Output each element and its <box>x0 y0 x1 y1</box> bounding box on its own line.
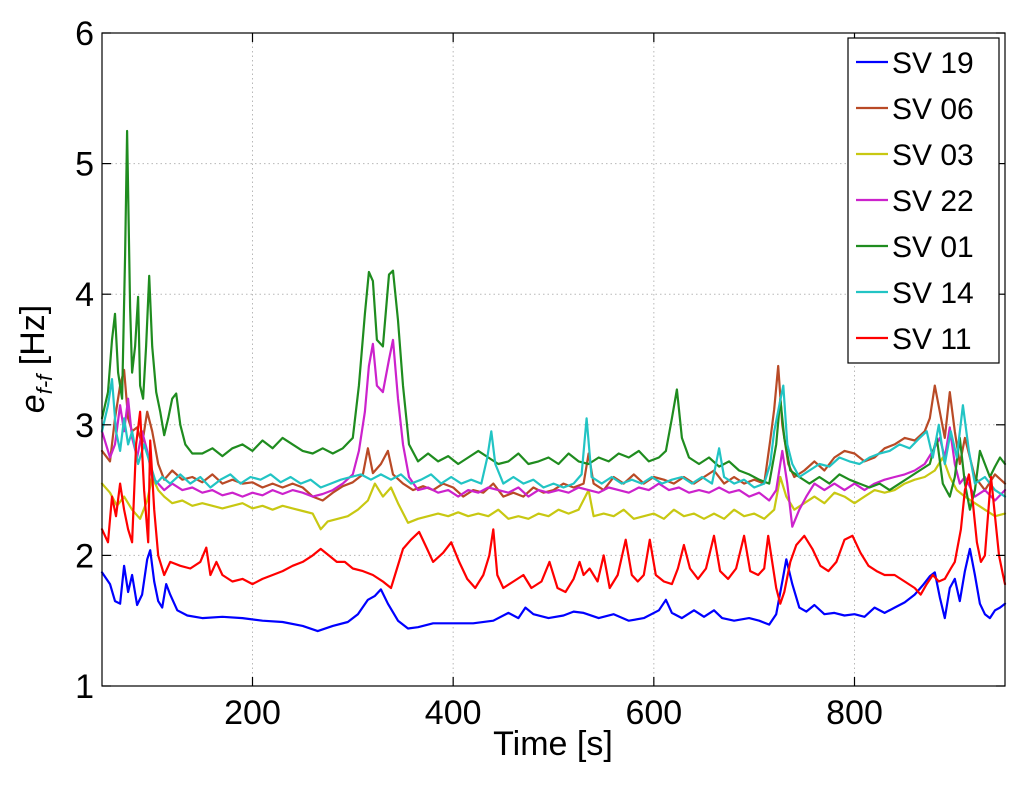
x-tick-label: 800 <box>826 694 883 732</box>
axis-ticks: 200 400 600 800 1 2 3 4 5 6 <box>75 15 1005 732</box>
y-axis-title: ef-f [Hz] <box>14 305 57 413</box>
y-axis-title-main: e <box>14 394 52 413</box>
plot-series <box>100 129 1007 633</box>
x-tick-label: 600 <box>625 694 682 732</box>
legend-label-sv-11: SV 11 <box>892 323 972 356</box>
legend-label-sv-03: SV 03 <box>892 139 974 172</box>
series-line-sv-11 <box>100 410 1007 605</box>
y-axis-title-subscript: f-f <box>32 372 57 394</box>
y-tick-label: 4 <box>75 276 94 314</box>
y-tick-label: 5 <box>75 146 94 184</box>
x-tick-label: 200 <box>224 694 281 732</box>
y-axis-title-unit: [Hz] <box>14 305 52 375</box>
legend: SV 19 SV 06 SV 03 SV 22 SV 01 SV 14 SV 11 <box>847 37 1000 364</box>
series-line-sv-22 <box>100 338 1007 528</box>
legend-label-sv-19: SV 19 <box>892 47 974 80</box>
series-line-sv-01 <box>100 129 1007 511</box>
legend-label-sv-06: SV 06 <box>892 93 974 126</box>
plot-frame <box>101 32 1006 687</box>
series-line-sv-19 <box>100 547 1007 633</box>
legend-label-sv-01: SV 01 <box>892 231 974 264</box>
legend-label-sv-14: SV 14 <box>892 277 974 310</box>
y-tick-label: 2 <box>75 537 94 575</box>
y-tick-label: 3 <box>75 407 94 445</box>
series-line-sv-03 <box>100 456 1007 531</box>
series-line-sv-14 <box>100 378 1007 498</box>
legend-label-sv-22: SV 22 <box>892 185 974 218</box>
x-axis-title: Time [s] <box>493 725 613 763</box>
y-tick-label: 1 <box>75 668 94 706</box>
x-tick-label: 400 <box>425 694 482 732</box>
y-tick-label: 6 <box>75 15 94 53</box>
